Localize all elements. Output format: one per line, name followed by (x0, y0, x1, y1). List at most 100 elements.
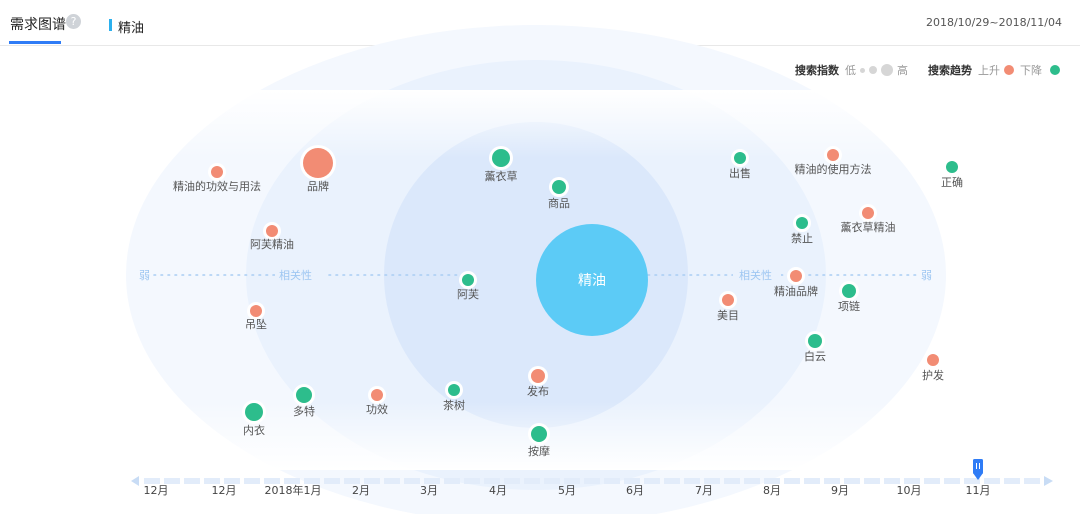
timeline-segment (764, 478, 780, 484)
keyword-bubble[interactable] (552, 180, 566, 194)
keyword-bubble[interactable] (266, 225, 278, 237)
timeline-segment (544, 478, 560, 484)
timeline-month-label[interactable]: 6月 (626, 484, 644, 497)
keyword-bubble[interactable] (808, 334, 822, 348)
timeline-month-label[interactable]: 12月 (212, 484, 237, 497)
timeline-month-label[interactable]: 5月 (558, 484, 576, 497)
keyword-bubble[interactable] (303, 148, 333, 178)
legend-trend-label: 搜索趋势 (928, 64, 972, 77)
keyword-node[interactable]: 阿芙精油 (250, 222, 294, 251)
timeline-month-label[interactable]: 4月 (489, 484, 507, 497)
timeline-segment (144, 478, 160, 484)
keyword-bubble[interactable] (462, 274, 474, 286)
keyword-node[interactable]: 按摩 (528, 423, 550, 458)
timeline-month-label[interactable]: 8月 (763, 484, 781, 497)
tab-demand-graph[interactable]: 需求图谱 (10, 17, 66, 33)
keyword-bubble[interactable] (842, 284, 856, 298)
keyword-bubble[interactable] (296, 387, 312, 403)
timeline-segment (344, 478, 360, 484)
timeline: 12月 12月 2018年1月 2月 3月 4月 5月 6月 7月 8月 9月 10月 11月 (131, 459, 1053, 497)
timeline-month-label[interactable]: 2018年1月 (265, 483, 322, 497)
keyword-bubble[interactable] (531, 426, 547, 442)
keyword-node[interactable]: 薰衣草 (485, 146, 518, 183)
keyword-label: 内衣 (243, 423, 265, 437)
keyword-bubble[interactable] (927, 354, 939, 366)
timeline-right-arrow-icon[interactable] (1044, 476, 1053, 486)
size-large-icon (881, 64, 893, 76)
keyword-label: 精油品牌 (774, 284, 818, 298)
timeline-segment (724, 478, 740, 484)
keyword-node[interactable]: 项链 (838, 281, 860, 313)
keyword-node[interactable]: 正确 (941, 158, 963, 189)
keyword-bubble[interactable] (790, 270, 802, 282)
timeline-segment (704, 478, 720, 484)
keyword-bubble[interactable] (734, 152, 746, 164)
timeline-segment (844, 478, 860, 484)
keyword-label: 薰衣草精油 (841, 220, 896, 234)
keyword-node[interactable]: 白云 (804, 331, 826, 363)
keyword-node[interactable]: 护发 (922, 351, 944, 382)
keyword-node[interactable]: 功效 (366, 386, 388, 416)
keyword-node[interactable]: 美目 (717, 291, 739, 322)
keyword-node[interactable]: 禁止 (791, 214, 813, 245)
timeline-month-label[interactable]: 3月 (420, 484, 438, 497)
timeline-month-labels: 12月 12月 2018年1月 2月 3月 4月 5月 6月 7月 8月 9月 10月 11月 (144, 483, 991, 497)
timeline-segment (364, 478, 380, 484)
timeline-segment (504, 478, 520, 484)
timeline-month-label[interactable]: 9月 (831, 484, 849, 497)
keyword-bubble[interactable] (531, 369, 545, 383)
keyword-node[interactable]: 商品 (548, 177, 570, 210)
timeline-handle[interactable] (973, 459, 983, 480)
timeline-segment (1004, 478, 1020, 484)
keyword-node[interactable]: 阿芙 (457, 271, 479, 301)
timeline-segment (964, 478, 980, 484)
keyword-bubble[interactable] (796, 217, 808, 229)
timeline-month-label[interactable]: 12月 (144, 484, 169, 497)
keyword-label: 正确 (941, 176, 963, 189)
keyword-node[interactable]: 精油的使用方法 (795, 146, 872, 176)
keyword-node[interactable]: 品牌 (300, 145, 336, 193)
keyword-bubble[interactable] (250, 305, 262, 317)
legend-up: 上升 (978, 64, 1000, 77)
keyword-bubble[interactable] (946, 161, 958, 173)
keyword-bubble[interactable] (492, 149, 510, 167)
keyword-label: 精油 (118, 21, 145, 36)
timeline-left-arrow-icon[interactable] (131, 476, 139, 486)
keyword-node[interactable]: 薰衣草精油 (841, 204, 896, 234)
keyword-node[interactable]: 精油的功效与用法 (173, 163, 261, 193)
timeline-month-label[interactable]: 7月 (695, 484, 713, 497)
timeline-month-label[interactable]: 2月 (352, 484, 370, 497)
keyword-bubble[interactable] (722, 294, 734, 306)
timeline-track[interactable] (144, 478, 1040, 484)
timeline-month-label[interactable]: 10月 (897, 484, 922, 497)
keyword-node[interactable]: 出售 (729, 149, 751, 180)
keyword-label: 项链 (838, 299, 860, 313)
keyword-bubble[interactable] (211, 166, 223, 178)
keyword-label: 白云 (804, 349, 826, 363)
timeline-month-label[interactable]: 11月 (966, 484, 991, 497)
keyword-bubble[interactable] (827, 149, 839, 161)
keyword-node[interactable]: 发布 (527, 366, 549, 398)
keyword-label: 出售 (729, 166, 751, 180)
center-bubble[interactable] (536, 224, 648, 336)
keyword-bubble[interactable] (862, 207, 874, 219)
keyword-node[interactable]: 吊坠 (245, 302, 267, 331)
timeline-segment (264, 478, 280, 484)
keyword-bubble[interactable] (245, 403, 263, 421)
keyword-node[interactable]: 精油品牌 (774, 267, 818, 298)
keyword-label: 精油的功效与用法 (173, 179, 261, 193)
legend-down: 下降 (1020, 64, 1042, 77)
keyword-node[interactable]: 多特 (293, 384, 315, 418)
keyword-node[interactable]: 内衣 (242, 400, 266, 437)
keyword-bubble[interactable] (371, 389, 383, 401)
help-icon[interactable]: ? (66, 14, 81, 29)
center-node[interactable]: 精油 (536, 224, 648, 336)
timeline-segment (664, 478, 680, 484)
timeline-segment (404, 478, 420, 484)
header: 需求图谱 ? 精油 2018/10/29~2018/11/04 (0, 0, 1080, 46)
axis-weak-right: 弱 (921, 269, 932, 282)
keyword-node[interactable]: 茶树 (443, 381, 465, 412)
timeline-segment (464, 478, 480, 484)
axis-relevance-left: 相关性 (279, 268, 312, 282)
keyword-bubble[interactable] (448, 384, 460, 396)
